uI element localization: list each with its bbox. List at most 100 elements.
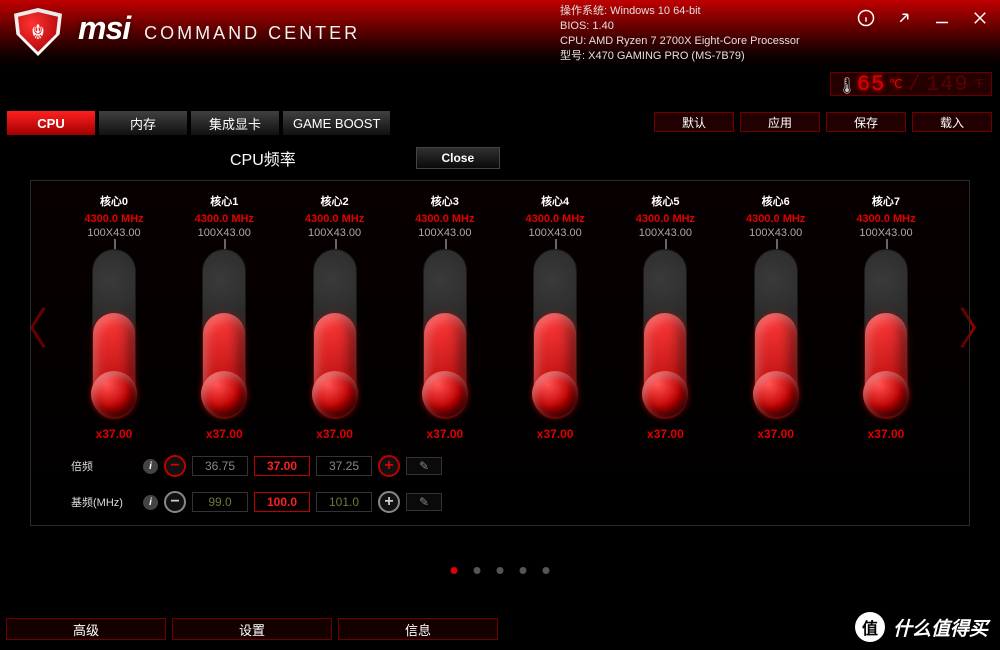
core-frequency: 4300.0 MHz [746, 213, 805, 225]
core-5: 核心5 4300.0 MHz 100X43.00 x37.00 [622, 193, 708, 441]
bclk-current[interactable]: 100.0 [254, 492, 310, 512]
dragon-icon: ☬ [18, 12, 58, 52]
other-temp-value: 149 [926, 72, 969, 97]
core-frequency: 4300.0 MHz [84, 213, 143, 225]
core-multiplier-value: x37.00 [537, 427, 574, 441]
bclk-control: 基频(MHz) i − 99.0 100.0 101.0 + ✎ [71, 491, 929, 513]
core-multiplier-text: 100X43.00 [749, 227, 802, 239]
core-6: 核心64300.0 MHz100X43.00x37.00 [733, 193, 819, 441]
bclk-increase-button[interactable]: + [378, 491, 400, 513]
panel-close-button[interactable]: Close [416, 147, 500, 169]
core-name: 核心1 [210, 193, 238, 209]
core-multiplier-text: 100X43.00 [529, 227, 582, 239]
multiplier-decrease-button[interactable]: − [164, 455, 186, 477]
core-0: 核心0 4300.0 MHz 100X43.00 x37.00 [71, 193, 157, 441]
page-dot-4[interactable] [543, 567, 550, 574]
tab-memory[interactable]: 内存 [98, 110, 188, 136]
core-3: 核心3 4300.0 MHz 100X43.00 x37.00 [402, 193, 488, 441]
info-icon[interactable]: i [143, 459, 158, 474]
core-name: 核心4 [541, 193, 569, 209]
multiplier-edit-button[interactable]: ✎ [406, 457, 442, 475]
core-multiplier-value: x37.00 [647, 427, 684, 441]
minimize-button[interactable] [932, 8, 952, 28]
apply-button[interactable]: 应用 [740, 112, 820, 132]
core-4: 核心4 4300.0 MHz 100X43.00 x37.00 [512, 193, 598, 441]
core-multiplier-text: 100X43.00 [198, 227, 251, 239]
core-slider[interactable] [860, 249, 912, 419]
bclk-decrease-button[interactable]: − [164, 491, 186, 513]
core-frequency: 4300.0 MHz [195, 213, 254, 225]
default-button[interactable]: 默认 [654, 112, 734, 132]
page-dot-1[interactable] [474, 567, 481, 574]
core-multiplier-value: x37.00 [426, 427, 463, 441]
info-icon[interactable]: i [143, 495, 158, 510]
page-dot-3[interactable] [520, 567, 527, 574]
advanced-button[interactable]: 高级 [6, 618, 166, 640]
info-icon[interactable] [856, 8, 876, 28]
brand-title: msi COMMAND CENTER [78, 10, 360, 47]
info-button[interactable]: 信息 [338, 618, 498, 640]
core-multiplier-text: 100X43.00 [418, 227, 471, 239]
page-dot-2[interactable] [497, 567, 504, 574]
core-multiplier-text: 100X43.00 [639, 227, 692, 239]
save-button[interactable]: 保存 [826, 112, 906, 132]
cpu-frequency-panel: CPU频率 Close 核心04300.0 MHz100X43.00x37.00… [30, 140, 970, 570]
core-frequency: 4300.0 MHz [525, 213, 584, 225]
cores-container: 核心0 4300.0 MHz 100X43.00 x37.00 核心1 4300.0 MH… [30, 180, 970, 526]
watermark-text: 什么值得买 [893, 614, 988, 641]
settings-button[interactable]: 设置 [172, 618, 332, 640]
cpu-temp-value: 65 [857, 72, 885, 97]
core-frequency: 4300.0 MHz [636, 213, 695, 225]
multiplier-increase-button[interactable]: + [378, 455, 400, 477]
close-button[interactable] [970, 8, 990, 28]
core-multiplier-text: 100X43.00 [859, 227, 912, 239]
page-dot-0[interactable] [451, 567, 458, 574]
external-link-icon[interactable] [894, 8, 914, 28]
temperature-readout: 🌡 65 ℃ / 149 ℉ [830, 72, 992, 96]
core-slider[interactable] [419, 249, 471, 419]
thermometer-icon: 🌡 [837, 76, 853, 92]
core-multiplier-text: 100X43.00 [87, 227, 140, 239]
core-name: 核心7 [872, 193, 900, 209]
core-slider[interactable] [639, 249, 691, 419]
page-indicator [451, 567, 550, 574]
msi-logo: ☬ [4, 4, 72, 72]
core-name: 核心0 [100, 193, 128, 209]
core-7: 核心74300.0 MHz100X43.00x37.00 [843, 193, 929, 441]
window-controls [856, 8, 990, 28]
core-frequency: 4300.0 MHz [305, 213, 364, 225]
core-name: 核心3 [431, 193, 459, 209]
tab-igpu[interactable]: 集成显卡 [190, 110, 280, 136]
bclk-next: 101.0 [316, 492, 372, 512]
tab-gameboost[interactable]: GAME BOOST [282, 110, 391, 136]
multiplier-current[interactable]: 37.00 [254, 456, 310, 476]
core-slider[interactable] [88, 249, 140, 419]
core-name: 核心5 [651, 193, 679, 209]
app-header: ☬ msi COMMAND CENTER 操作系统: Windows 10 64… [0, 0, 1000, 68]
core-1: 核心1 4300.0 MHz 100X43.00 x37.00 [181, 193, 267, 441]
bclk-prev: 99.0 [192, 492, 248, 512]
multiplier-prev: 36.75 [192, 456, 248, 476]
bclk-edit-button[interactable]: ✎ [406, 493, 442, 511]
multiplier-control: 倍频 i − 36.75 37.00 37.25 + ✎ [71, 455, 929, 477]
core-multiplier-value: x37.00 [206, 427, 243, 441]
core-name: 核心6 [762, 193, 790, 209]
core-2: 核心24300.0 MHz100X43.00x37.00 [292, 193, 378, 441]
watermark: 值 什么值得买 [855, 612, 988, 642]
footer-buttons: 高级设置信息 [6, 618, 498, 640]
brand-command-center: COMMAND CENTER [144, 23, 360, 44]
action-buttons: 默认应用保存载入 [654, 112, 992, 132]
load-button[interactable]: 载入 [912, 112, 992, 132]
core-multiplier-value: x37.00 [96, 427, 133, 441]
system-info: 操作系统: Windows 10 64-bit BIOS: 1.40 CPU: … [560, 4, 800, 64]
core-slider[interactable] [198, 249, 250, 419]
core-multiplier-value: x37.00 [868, 427, 905, 441]
tab-cpu[interactable]: CPU [6, 110, 96, 136]
main-tabs: CPU内存集成显卡GAME BOOST [6, 110, 391, 136]
core-slider[interactable] [309, 249, 361, 419]
core-multiplier-value: x37.00 [316, 427, 353, 441]
brand-msi: msi [78, 10, 130, 47]
core-frequency: 4300.0 MHz [415, 213, 474, 225]
core-slider[interactable] [750, 249, 802, 419]
core-slider[interactable] [529, 249, 581, 419]
